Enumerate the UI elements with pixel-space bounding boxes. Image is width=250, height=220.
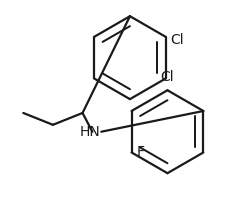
Text: HN: HN bbox=[80, 125, 100, 139]
Text: Cl: Cl bbox=[170, 33, 183, 47]
Text: F: F bbox=[136, 145, 144, 160]
Text: Cl: Cl bbox=[161, 70, 174, 84]
